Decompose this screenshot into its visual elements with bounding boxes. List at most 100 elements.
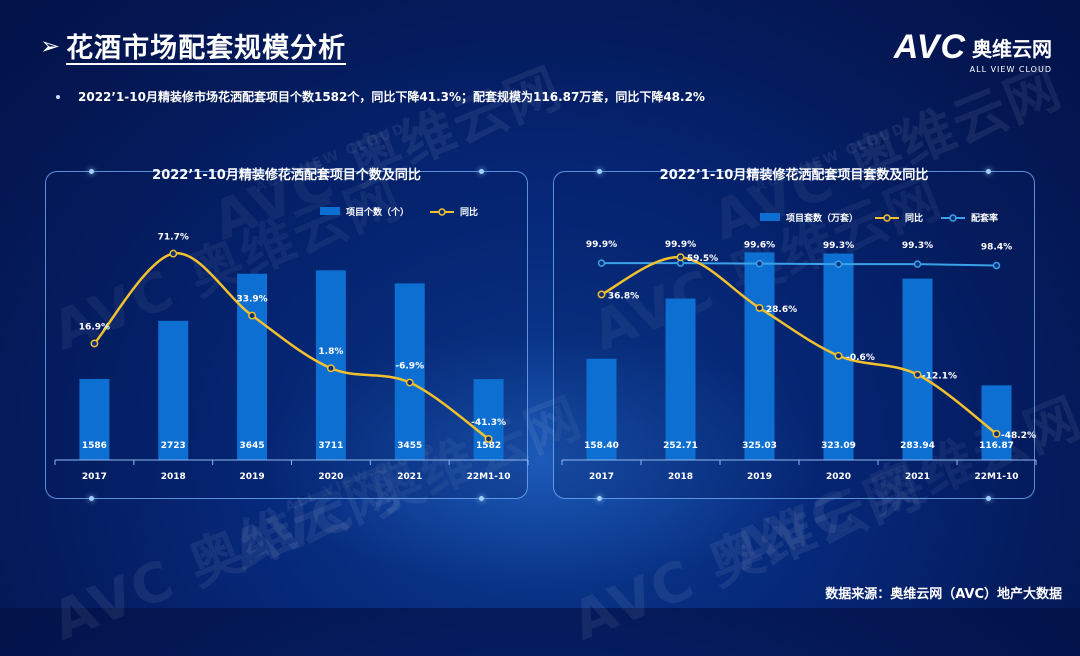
yoy-point	[405, 378, 414, 387]
summary-text: 2022’1-10月精装修市场花洒配套项目个数1582个，同比下降41.3%；配…	[78, 90, 705, 104]
legend-label: 配套率	[971, 212, 998, 224]
rate-point	[913, 260, 922, 268]
chart-bar	[744, 252, 775, 460]
yoy-point	[992, 429, 1001, 438]
chart-bar	[586, 358, 617, 460]
rate-line	[601, 262, 997, 267]
chart-bar	[394, 283, 425, 460]
x-tick-label: 2020	[318, 472, 343, 482]
yoy-value-label: -48.2%	[1001, 431, 1036, 441]
corner-dot-icon	[479, 496, 484, 501]
charts-svg: 1586 2723 3645 3711 3455 1582 2017 2018 2019 2020…	[54, 206, 1037, 482]
legend-label: 同比	[905, 212, 923, 224]
yoy-point	[913, 370, 922, 379]
logo-subtitle: ALL VIEW CLOUD	[969, 65, 1052, 74]
corner-dot-icon	[89, 169, 94, 174]
logo-cn-text: 奥维云网	[972, 37, 1052, 61]
x-tick-label: 2018	[668, 472, 693, 482]
x-tick-label: 22M1-10	[974, 472, 1018, 482]
bar-value-label: 325.03	[742, 441, 777, 451]
corner-dot-icon	[986, 496, 991, 501]
yoy-point	[676, 253, 685, 262]
rate-point	[992, 261, 1001, 270]
x-tick-label: 2020	[826, 472, 851, 482]
yoy-value-label: -12.1%	[922, 372, 957, 382]
x-tick-label: 2017	[589, 472, 614, 482]
yoy-point	[90, 339, 99, 348]
bar-value-label: 1586	[82, 441, 107, 451]
data-source: 数据来源：奥维云网（AVC）地产大数据	[825, 587, 1062, 602]
yoy-value-label: 71.7%	[158, 233, 189, 243]
rate-value-label: 99.9%	[586, 240, 617, 250]
rate-value-label: 99.3%	[902, 241, 933, 251]
bar-value-label: 158.40	[584, 441, 619, 451]
x-tick-label: 22M1-10	[467, 472, 511, 482]
chart-title: 2022’1-10月精装修花洒配套项目个数及同比	[152, 168, 421, 183]
rate-value-label: 99.3%	[823, 241, 854, 251]
bar-value-label: 3711	[318, 441, 343, 451]
yoy-point	[834, 351, 843, 360]
chart-bar	[473, 379, 504, 460]
x-tick-label: 2021	[905, 472, 930, 482]
page-header: ➢ 花酒市场配套规模分析	[40, 26, 346, 65]
yoy-point	[484, 434, 493, 443]
yoy-point	[248, 311, 257, 320]
rate-value-label: 98.4%	[981, 243, 1012, 253]
legend-label: 同比	[460, 206, 478, 218]
chart-bar	[665, 298, 696, 460]
yoy-value-label: 59.5%	[687, 254, 718, 264]
bar-value-label: 1582	[476, 441, 501, 451]
x-tick-label: 2021	[397, 472, 422, 482]
chart-bar	[981, 385, 1012, 460]
chart-bar	[79, 378, 110, 460]
legend-yoy-marker	[883, 214, 891, 222]
legend-label: 项目套数（万套）	[786, 212, 858, 224]
bar-value-label: 3645	[240, 441, 265, 451]
yoy-point	[326, 364, 335, 373]
bar-value-label: 283.94	[900, 441, 935, 451]
yoy-value-label: -6.9%	[395, 362, 424, 372]
legend-rate-marker	[949, 214, 957, 222]
corner-dot-icon	[986, 169, 991, 174]
legend-bar-swatch	[760, 213, 780, 221]
yoy-value-label: -41.3%	[471, 418, 506, 428]
yoy-value-label: 28.6%	[766, 305, 797, 315]
yoy-value-label: 1.8%	[318, 347, 343, 357]
bar-value-label: 116.87	[979, 441, 1014, 451]
yoy-value-label: 33.9%	[236, 295, 267, 305]
x-tick-label: 2017	[82, 472, 107, 482]
bullet-dot-icon	[56, 94, 60, 99]
bar-value-label: 3455	[397, 441, 422, 451]
yoy-line	[93, 252, 490, 440]
rate-point	[834, 260, 843, 268]
page-title: 花酒市场配套规模分析	[66, 33, 347, 64]
corner-dot-icon	[597, 496, 602, 501]
yoy-value-label: 36.8%	[608, 291, 639, 301]
rate-value-label: 99.9%	[665, 240, 696, 250]
chart-bar	[237, 273, 268, 460]
chart-bar	[158, 320, 189, 460]
corner-dot-icon	[479, 169, 484, 174]
legend-yoy-marker	[438, 208, 446, 216]
yoy-point	[597, 290, 606, 299]
yoy-point	[755, 303, 764, 312]
yoy-point	[169, 249, 178, 258]
chart-panel-sets: 2022’1-10月精装修花洒配套项目套数及同比	[553, 168, 1035, 501]
corner-dot-icon	[597, 169, 602, 174]
legend-label: 项目个数（个）	[346, 206, 409, 218]
yoy-value-label: 16.9%	[79, 322, 110, 332]
yoy-value-label: -0.6%	[846, 353, 875, 363]
rate-point	[755, 259, 764, 268]
chart-title: 2022’1-10月精装修花洒配套项目套数及同比	[659, 168, 929, 183]
corner-dot-icon	[89, 496, 94, 501]
rate-value-label: 99.6%	[744, 241, 775, 251]
logo-avc-text: AVC	[893, 28, 966, 66]
x-tick-label: 2019	[240, 472, 265, 482]
bar-value-label: 252.71	[663, 441, 698, 451]
x-tick-label: 2019	[747, 472, 772, 482]
bar-value-label: 323.09	[821, 441, 856, 451]
brand-logo: AVC 奥维云网 ALL VIEW CLOUD	[894, 28, 1052, 74]
yoy-line	[600, 255, 998, 435]
x-tick-label: 2018	[161, 472, 186, 482]
summary-bullet: 2022’1-10月精装修市场花洒配套项目个数1582个，同比下降41.3%；配…	[56, 88, 705, 105]
